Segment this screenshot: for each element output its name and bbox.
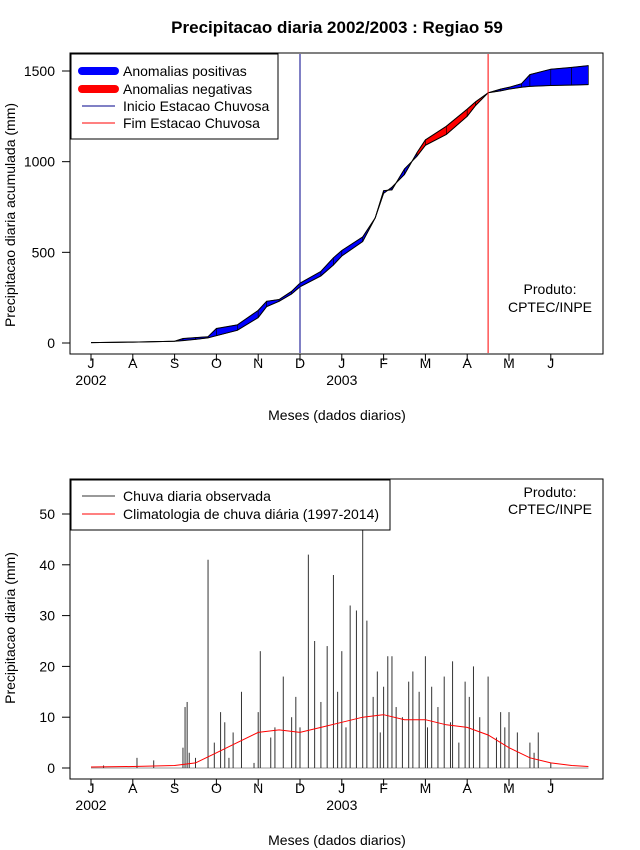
y-axis-label-top: Precipitacao diaria acumulada (mm) xyxy=(2,103,18,327)
x-tick-label-bottom: N xyxy=(253,780,263,796)
positive-anomaly-segment xyxy=(237,309,259,331)
product-source-top: CPTEC/INPE xyxy=(508,299,592,315)
y-axis-bottom: 0 10 20 30 40 50 xyxy=(39,506,70,776)
y-tick-label-top: 1500 xyxy=(24,63,55,79)
x-tick-label-top: M xyxy=(503,355,515,371)
y-tick-label-bottom: 20 xyxy=(39,658,55,674)
year-label-top: 2003 xyxy=(326,372,357,388)
y-tick-label-top: 0 xyxy=(47,335,55,351)
x-tick-label-top: O xyxy=(211,355,222,371)
year-label-bottom: 2003 xyxy=(326,797,357,813)
legend-label-season-end: Fim Estacao Chuvosa xyxy=(123,115,260,131)
y-tick-label-bottom: 0 xyxy=(47,760,55,776)
x-tick-label-bottom: M xyxy=(420,780,432,796)
y-tick-label-top: 1000 xyxy=(24,154,55,170)
x-tick-label-top: S xyxy=(170,355,179,371)
climatology-cumulative-line xyxy=(90,84,589,344)
x-tick-label-bottom: D xyxy=(295,780,305,796)
x-tick-label-top: N xyxy=(253,355,263,371)
climatology-daily-line xyxy=(90,714,589,768)
observed-cumulative-line xyxy=(90,65,589,344)
y-tick-label-bottom: 10 xyxy=(39,709,55,725)
year-label-bottom: 2002 xyxy=(75,797,106,813)
x-tick-label-top: J xyxy=(547,355,554,371)
daily-bars-layer xyxy=(91,529,589,769)
legend-label-observed: Chuva diaria observada xyxy=(123,488,271,504)
year-label-top: 2002 xyxy=(75,372,106,388)
y-axis-label-bottom: Precipitacao diaria (mm) xyxy=(2,552,18,704)
y-tick-label-bottom: 50 xyxy=(39,506,55,522)
legend-top: Anomalias positivas Anomalias negativas … xyxy=(70,53,279,140)
x-tick-label-top: J xyxy=(338,355,345,371)
x-tick-label-bottom: A xyxy=(128,780,138,796)
positive-anomaly-segment xyxy=(550,67,573,86)
x-tick-label-top: A xyxy=(128,355,138,371)
product-label-bottom: Produto: xyxy=(524,484,577,500)
legend-bottom: Chuva diaria observada Climatologia de c… xyxy=(70,479,391,531)
y-tick-label-top: 500 xyxy=(32,244,56,260)
x-tick-label-bottom: J xyxy=(547,780,554,796)
x-tick-label-top: M xyxy=(420,355,432,371)
climatology-layer xyxy=(90,714,589,768)
cumulative-lines-layer xyxy=(90,54,589,353)
x-tick-label-bottom: S xyxy=(170,780,179,796)
y-tick-label-bottom: 30 xyxy=(39,608,55,624)
negative-anomaly-segment xyxy=(445,108,468,136)
x-tick-label-top: J xyxy=(88,355,95,371)
y-tick-label-bottom: 40 xyxy=(39,557,55,573)
x-tick-label-bottom: A xyxy=(463,780,473,796)
legend-label-season-start: Inicio Estacao Chuvosa xyxy=(123,98,270,114)
x-axis-label-top: Meses (dados diarios) xyxy=(268,407,406,423)
positive-anomaly-segment xyxy=(341,236,364,257)
legend-box-bottom xyxy=(70,479,391,531)
positive-anomaly-segment xyxy=(571,65,589,86)
product-source-bottom: CPTEC/INPE xyxy=(508,501,592,517)
y-axis-top: 0 500 1000 1500 xyxy=(24,63,70,351)
legend-label-climatology: Climatologia de chuva diária (1997-2014) xyxy=(123,506,379,522)
x-tick-label-top: F xyxy=(379,355,388,371)
x-tick-label-bottom: J xyxy=(88,780,95,796)
legend-label-negative: Anomalias negativas xyxy=(123,81,252,97)
x-tick-label-bottom: M xyxy=(503,780,515,796)
x-tick-label-top: A xyxy=(463,355,473,371)
x-axis-label-bottom: Meses (dados diarios) xyxy=(268,832,406,848)
x-tick-label-bottom: O xyxy=(211,780,222,796)
legend-label-positive: Anomalias positivas xyxy=(123,63,247,79)
x-tick-label-bottom: J xyxy=(338,780,345,796)
x-tick-label-top: D xyxy=(295,355,305,371)
x-tick-label-bottom: F xyxy=(379,780,388,796)
chart-title: Precipitacao diaria 2002/2003 : Regiao 5… xyxy=(171,18,503,37)
product-label-top: Produto: xyxy=(524,281,577,297)
